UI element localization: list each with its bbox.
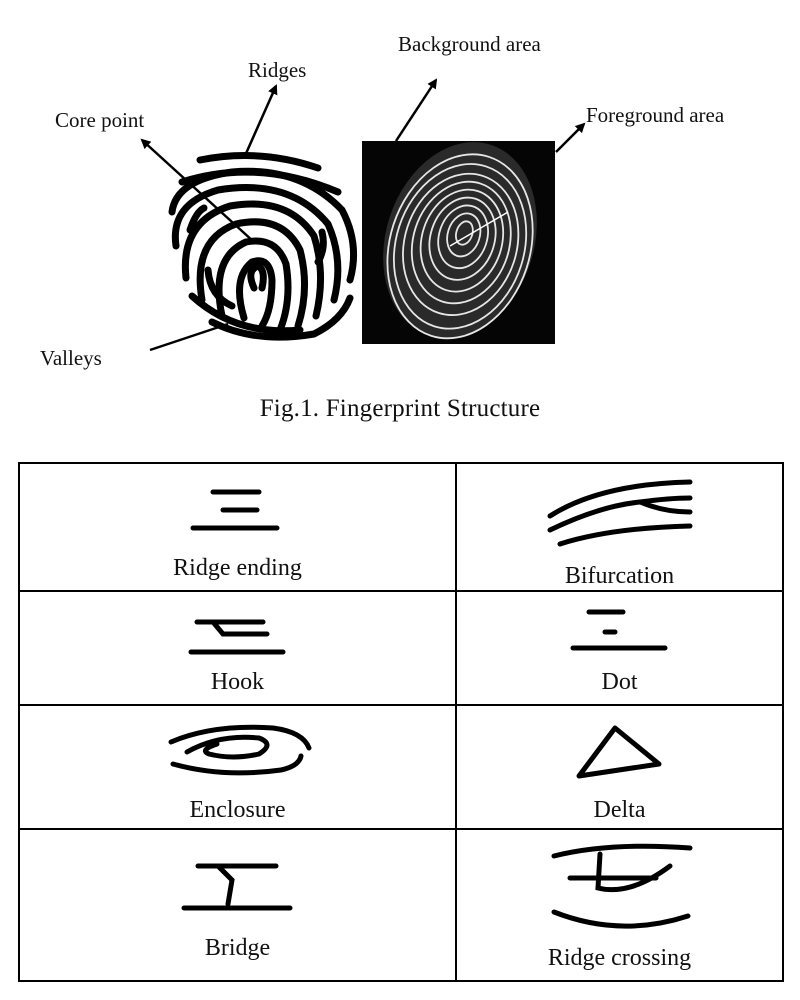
- table-cell: Ridge ending: [18, 462, 457, 592]
- core-point-arrow: [140, 138, 255, 243]
- table-cell: Hook: [18, 590, 457, 706]
- foreground-area-label: Foreground area: [586, 103, 725, 127]
- table-cell: Ridge crossing: [455, 828, 784, 982]
- ridge-ending-glyph: [190, 489, 279, 531]
- table-row: Bridge Ridge crossing: [18, 828, 784, 982]
- minutiae-table: Ridge ending Bifurcation: [18, 462, 784, 982]
- minutia-label: Ridge ending: [173, 555, 302, 581]
- delta-glyph: [576, 725, 661, 779]
- minutia-label: Delta: [593, 797, 646, 823]
- background-area-arrow: [394, 78, 438, 142]
- enclosure-glyph: [168, 724, 311, 776]
- fingerprint-line-art: [168, 152, 358, 341]
- table-row: Enclosure Delta: [18, 704, 784, 830]
- table-cell: Bifurcation: [455, 462, 784, 592]
- table-cell: Enclosure: [18, 704, 457, 830]
- foreground-area-arrow: [555, 122, 586, 153]
- valleys-pointer: [149, 322, 229, 352]
- fingerprint-illustration: [140, 78, 586, 352]
- table-row: Hook Dot: [18, 590, 784, 706]
- table-cell: Delta: [455, 704, 784, 830]
- background-area-label: Background area: [398, 32, 541, 56]
- minutia-label: Ridge crossing: [547, 945, 692, 971]
- core-point-label: Core point: [55, 108, 145, 132]
- minutia-label: Bifurcation: [564, 563, 675, 589]
- hook-glyph: [188, 619, 285, 655]
- minutia-label: Dot: [601, 669, 638, 695]
- bifurcation-glyph: [547, 479, 692, 547]
- ridge-crossing-glyph: [551, 843, 692, 929]
- valleys-label: Valleys: [40, 346, 102, 370]
- callout-arrows: [140, 78, 586, 352]
- ridges-arrow: [242, 84, 278, 159]
- minutia-label: Enclosure: [189, 797, 286, 823]
- table-row: Ridge ending Bifurcation: [18, 462, 784, 592]
- bridge-glyph: [181, 863, 292, 911]
- fingerprint-segmentation-image: [362, 141, 555, 344]
- dot-glyph: [570, 609, 667, 651]
- table-cell: Bridge: [18, 828, 457, 982]
- table-cell: Dot: [455, 590, 784, 706]
- fingerprint-structure-figure: Ridges Core point Valleys Background are…: [0, 0, 800, 440]
- ridges-label: Ridges: [248, 58, 307, 82]
- figure-caption: Fig.1. Fingerprint Structure: [259, 395, 541, 422]
- minutia-label: Hook: [210, 669, 265, 695]
- minutia-label: Bridge: [204, 935, 271, 961]
